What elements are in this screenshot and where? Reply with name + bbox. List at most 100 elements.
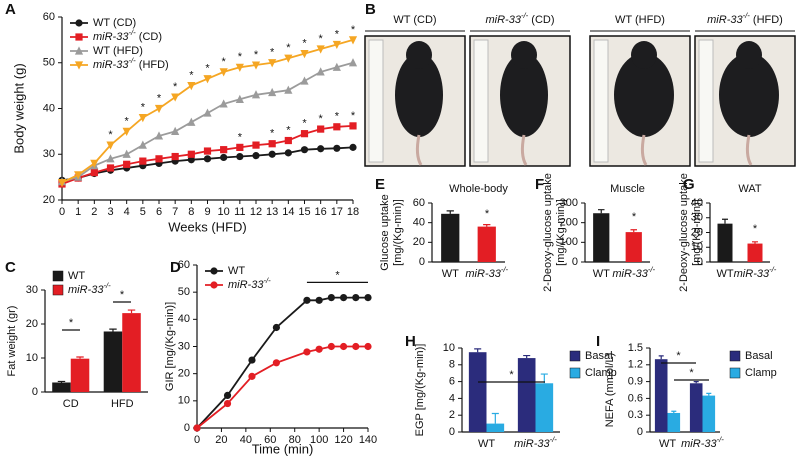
marker — [317, 125, 325, 133]
marker — [236, 152, 244, 161]
chart-panel: G 0 10 20 30 402-Deoxy-glucose uptake [mg/(Kg-… — [678, 173, 777, 292]
marker — [284, 85, 293, 94]
significance-star: * — [108, 129, 113, 141]
y-axis-label: GIR [mg/(Kg-min)] — [164, 302, 176, 391]
y-tick-label: 300 — [560, 197, 578, 209]
marker — [284, 54, 293, 63]
legend-swatch — [569, 367, 581, 379]
y-tick-label: 8 — [449, 359, 455, 371]
bar — [103, 331, 123, 392]
marker — [252, 152, 260, 160]
error-bar — [706, 392, 712, 396]
marker — [284, 136, 292, 145]
mouse-tail — [415, 134, 423, 166]
error-bar — [671, 410, 677, 413]
x-tick-label: 60 — [264, 434, 276, 446]
y-tick-label: 0.9 — [628, 376, 643, 388]
significance-star: * — [689, 367, 694, 379]
marker — [248, 356, 256, 364]
legend-label: WT — [68, 270, 85, 282]
marker — [123, 160, 131, 168]
error-bar — [446, 210, 454, 214]
mouse — [500, 53, 548, 137]
panel-title: Whole-body — [449, 183, 508, 195]
panel-letter: E — [375, 176, 385, 193]
significance-star: * — [270, 128, 275, 140]
bar — [667, 412, 681, 432]
bar — [535, 383, 554, 432]
error-bar — [693, 381, 699, 384]
panel-title: Muscle — [610, 183, 645, 195]
y-axis-label: Body weight (g) — [11, 63, 26, 153]
marker — [187, 82, 196, 91]
marker — [364, 294, 372, 302]
y-tick-label: 2 — [449, 409, 455, 421]
y-tick-label: 40 — [691, 197, 703, 209]
photo-label: WT (HFD) — [615, 14, 665, 26]
significance-star: * — [335, 111, 340, 123]
significance-star: * — [753, 223, 758, 235]
y-tick-label: 0 — [697, 256, 703, 268]
legend-label: WT (CD) — [93, 17, 136, 29]
x-tick-label: 1 — [75, 206, 81, 218]
error-bar — [474, 348, 482, 353]
significance-star: * — [238, 51, 243, 63]
marker — [300, 50, 309, 59]
marker — [349, 122, 357, 130]
bar — [486, 423, 505, 432]
panel-letter: G — [683, 176, 695, 193]
bar — [70, 358, 90, 392]
marker — [352, 294, 360, 302]
x-tick-label: WT — [659, 438, 676, 450]
significance-star: * — [335, 28, 340, 40]
significance-star: * — [319, 113, 324, 125]
marker — [348, 36, 358, 45]
significance-star: * — [205, 63, 210, 75]
panel-letter: C — [5, 259, 16, 276]
significance-star: * — [632, 211, 637, 223]
x-tick-label: miR-33-/- — [734, 265, 777, 280]
y-axis-label: [mg/(Kg-min)] — [691, 199, 703, 266]
marker — [332, 40, 341, 50]
y-axis-label: Glucose uptake — [379, 194, 391, 270]
panel-title: WAT — [738, 183, 761, 195]
bar — [468, 352, 487, 432]
marker — [171, 93, 180, 102]
bar — [747, 243, 763, 262]
y-tick-label: 30 — [43, 148, 55, 160]
mouse-head — [736, 41, 762, 69]
panel-letter: I — [596, 333, 600, 350]
significance-star: * — [509, 369, 514, 381]
significance-star: * — [302, 38, 307, 50]
y-tick-label: 20 — [691, 226, 703, 238]
marker — [272, 359, 280, 367]
y-axis-label: NEFA (mmol/L) — [604, 353, 616, 428]
marker — [268, 87, 277, 97]
y-tick-label: 100 — [560, 236, 578, 248]
marker — [171, 126, 180, 135]
legend-swatch — [52, 284, 64, 296]
marker — [219, 68, 228, 77]
marker — [268, 59, 277, 68]
marker — [106, 141, 115, 150]
significance-star: * — [676, 350, 681, 362]
y-tick-label: 1.5 — [628, 342, 643, 354]
mouse — [395, 53, 443, 137]
marker — [223, 391, 232, 399]
ruler — [473, 39, 489, 163]
marker — [303, 296, 311, 304]
marker — [352, 342, 360, 351]
error-bar — [630, 229, 637, 233]
marker — [139, 157, 147, 165]
marker — [327, 294, 335, 302]
marker — [154, 104, 164, 114]
marker — [203, 147, 212, 155]
series-line — [196, 345, 368, 429]
error-bar — [57, 380, 66, 383]
marker — [210, 281, 218, 289]
marker — [203, 108, 212, 117]
photo-label: miR-33-/- (HFD) — [707, 11, 783, 26]
legend-label: Clamp — [585, 367, 617, 379]
y-tick-label: 10 — [26, 352, 38, 364]
marker — [236, 143, 244, 151]
